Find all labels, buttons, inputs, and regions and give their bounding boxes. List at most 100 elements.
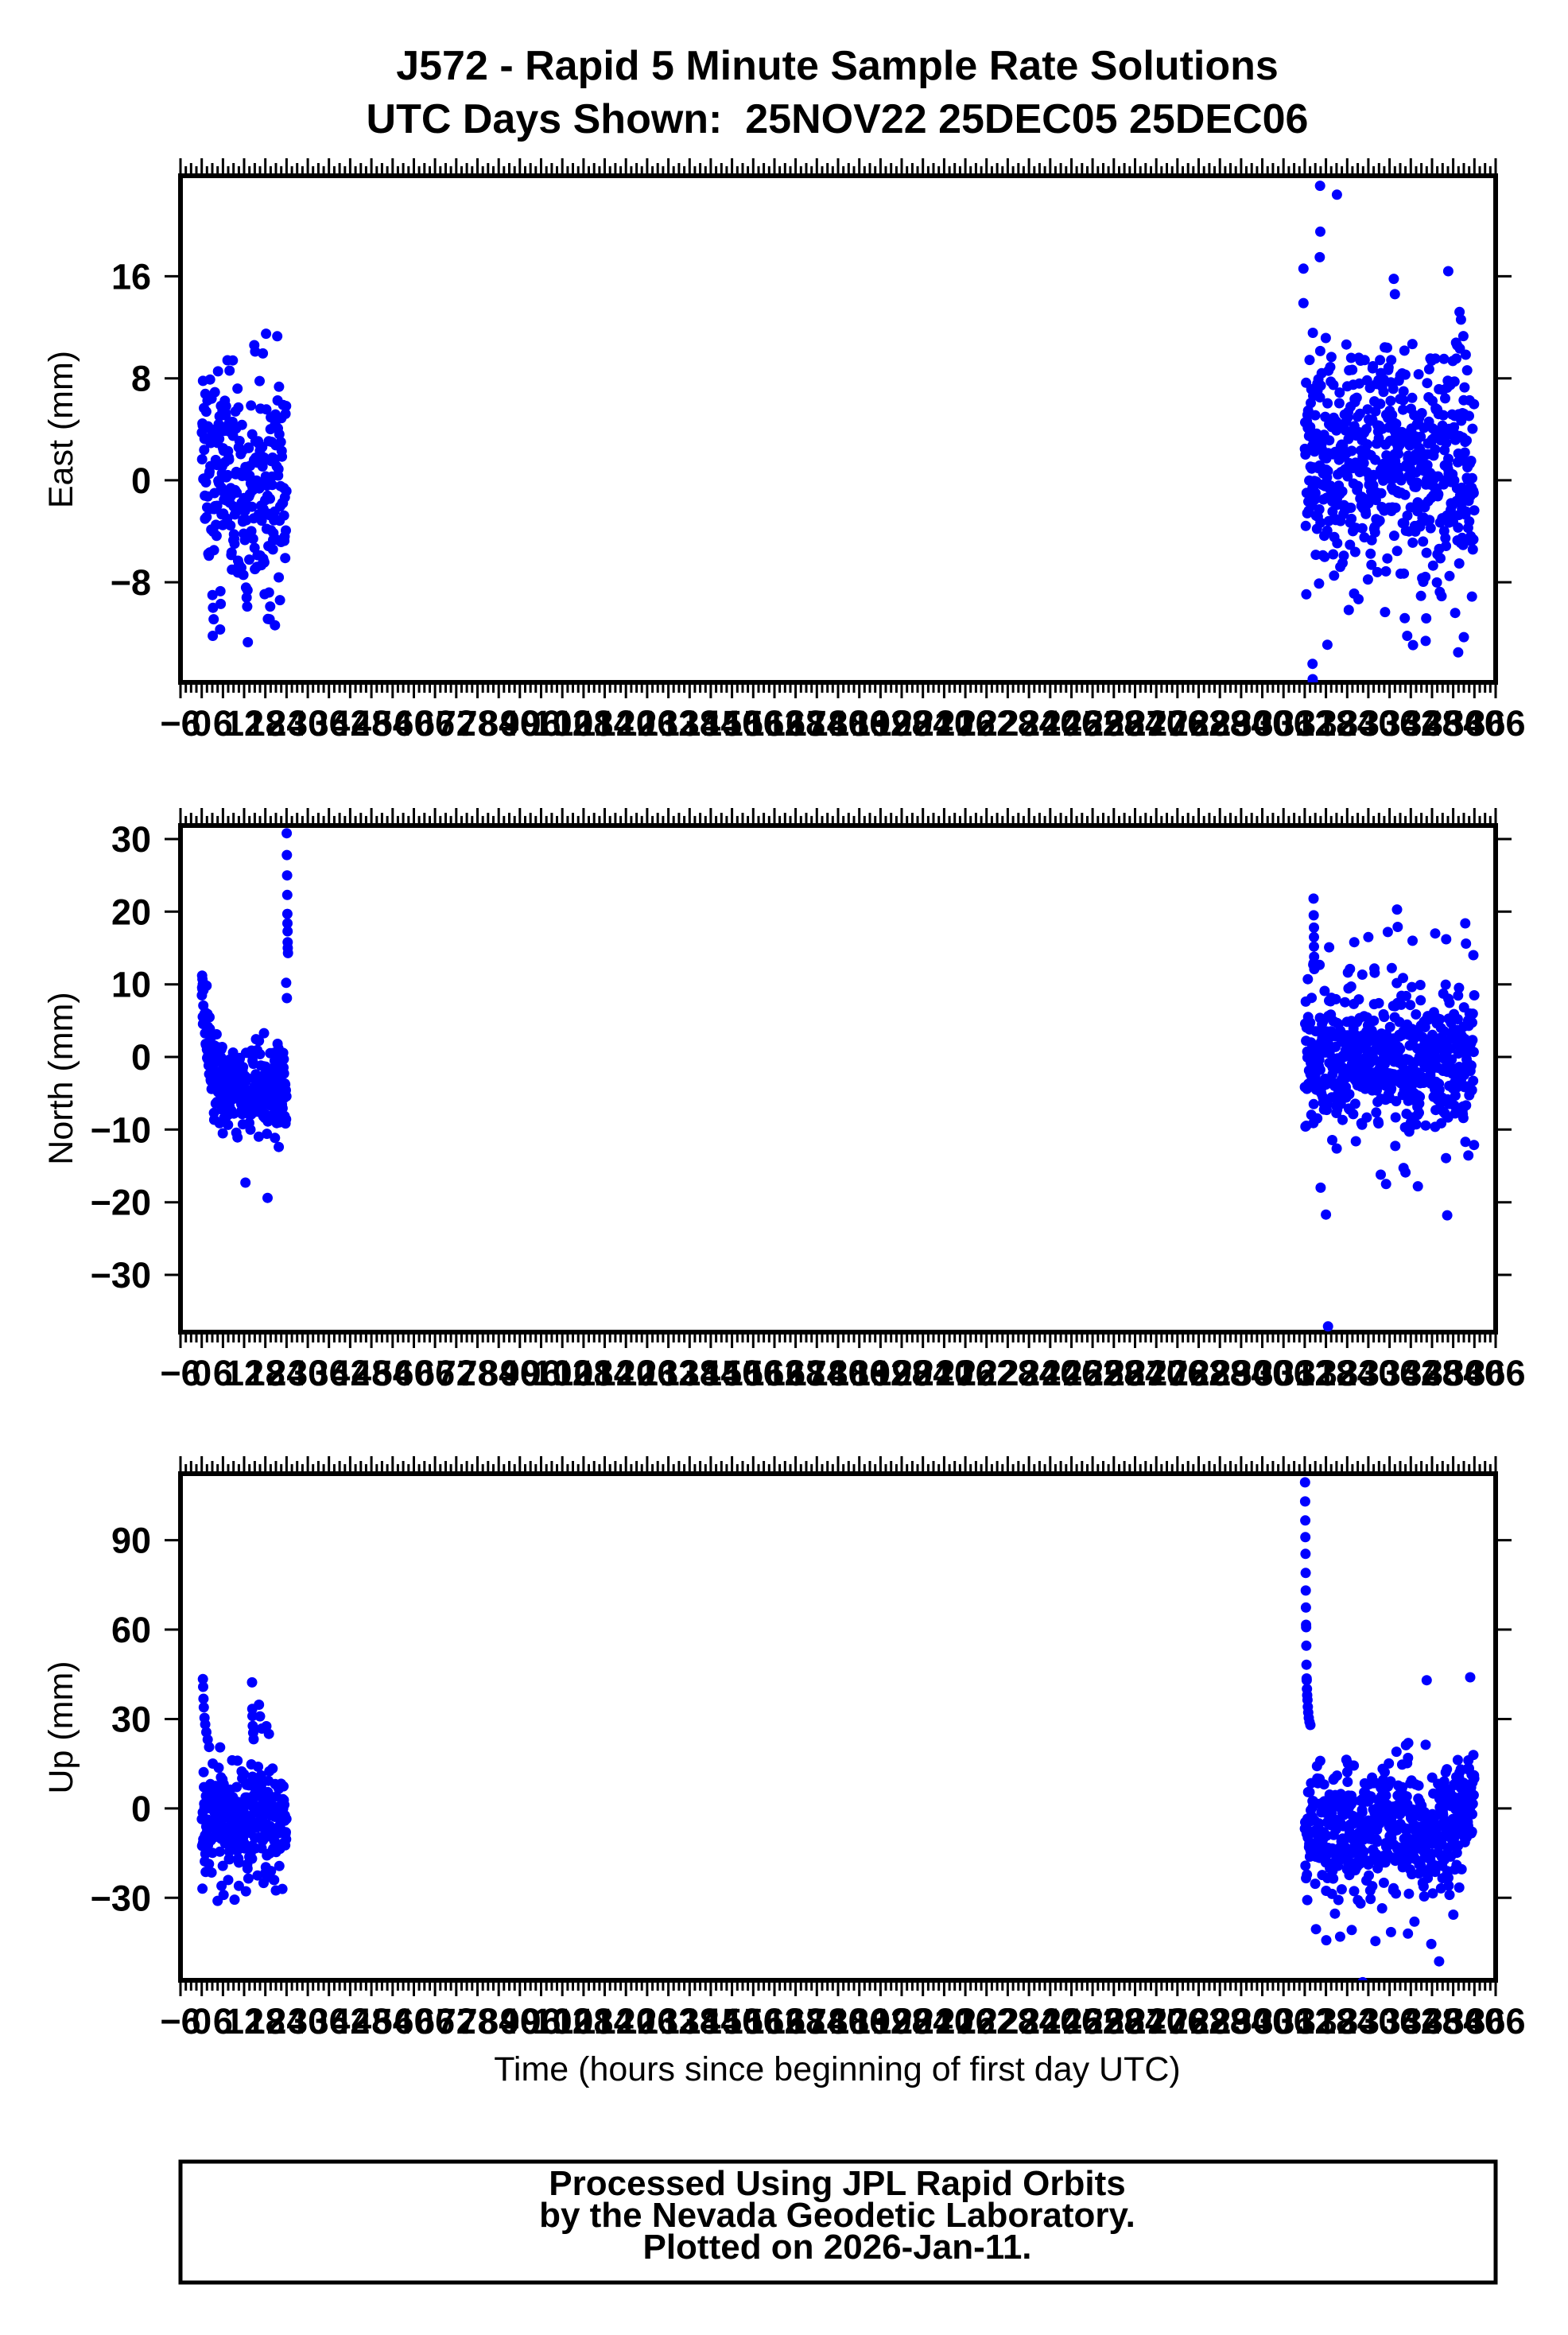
svg-text:360: 360: [1445, 1353, 1504, 1393]
svg-text:−6: −6: [160, 703, 200, 744]
svg-text:16: 16: [111, 256, 151, 297]
svg-text:0: 0: [131, 460, 151, 501]
svg-text:306: 306: [1254, 703, 1314, 744]
svg-text:12: 12: [224, 1353, 264, 1393]
svg-text:192: 192: [851, 703, 910, 744]
svg-text:North (mm): North (mm): [42, 992, 80, 1164]
svg-text:228: 228: [978, 703, 1038, 744]
svg-text:156: 156: [724, 703, 783, 744]
svg-text:60: 60: [394, 2001, 433, 2042]
svg-text:12: 12: [224, 2001, 264, 2042]
svg-text:−10: −10: [91, 1109, 151, 1150]
svg-text:30: 30: [288, 1353, 328, 1393]
svg-text:198: 198: [871, 1353, 931, 1393]
svg-text:348: 348: [1402, 703, 1461, 744]
svg-text:186: 186: [829, 703, 889, 744]
svg-text:186: 186: [829, 1353, 889, 1393]
svg-text:150: 150: [702, 703, 762, 744]
svg-text:UTC Days Shown: 25NOV22 25DEC: UTC Days Shown: 25NOV22 25DEC05 25DEC06: [367, 96, 1309, 142]
svg-text:192: 192: [851, 1353, 910, 1393]
svg-text:276: 276: [1147, 2001, 1207, 2042]
svg-text:120: 120: [596, 2001, 656, 2042]
svg-text:60: 60: [394, 1353, 433, 1393]
svg-text:90: 90: [500, 703, 540, 744]
svg-text:30: 30: [111, 1700, 151, 1740]
svg-text:180: 180: [808, 703, 867, 744]
svg-text:6: 6: [213, 703, 233, 744]
svg-text:258: 258: [1084, 703, 1143, 744]
svg-text:324: 324: [1318, 703, 1377, 744]
svg-text:36: 36: [309, 703, 349, 744]
svg-text:108: 108: [553, 703, 613, 744]
svg-text:354: 354: [1423, 703, 1483, 744]
svg-text:108: 108: [553, 2001, 613, 2042]
svg-text:126: 126: [617, 703, 677, 744]
svg-text:114: 114: [576, 703, 634, 744]
svg-text:−30: −30: [91, 1255, 151, 1296]
svg-text:90: 90: [111, 1521, 151, 1561]
svg-text:366: 366: [1465, 1353, 1525, 1393]
svg-text:270: 270: [1127, 703, 1186, 744]
svg-text:288: 288: [1190, 2001, 1250, 2042]
svg-text:294: 294: [1211, 703, 1271, 744]
svg-text:54: 54: [373, 2001, 413, 2042]
svg-text:360: 360: [1445, 703, 1504, 744]
svg-text:240: 240: [1020, 2001, 1080, 2042]
svg-text:282: 282: [1169, 2001, 1228, 2042]
svg-text:282: 282: [1169, 1353, 1228, 1393]
svg-text:Processed Using JPL Rapid Orbi: Processed Using JPL Rapid Orbits: [549, 2164, 1125, 2203]
svg-text:30: 30: [288, 2001, 328, 2042]
svg-text:24: 24: [266, 2001, 306, 2042]
svg-text:126: 126: [617, 1353, 677, 1393]
svg-text:204: 204: [893, 703, 953, 744]
svg-text:−20: −20: [91, 1183, 151, 1223]
svg-text:366: 366: [1465, 703, 1525, 744]
svg-text:150: 150: [702, 1353, 762, 1393]
svg-text:36: 36: [309, 1353, 349, 1393]
svg-text:54: 54: [373, 703, 413, 744]
svg-text:186: 186: [829, 2001, 889, 2042]
svg-text:300: 300: [1232, 2001, 1292, 2042]
svg-text:150: 150: [702, 2001, 762, 2042]
svg-text:48: 48: [351, 1353, 391, 1393]
svg-text:192: 192: [851, 2001, 910, 2042]
svg-text:342: 342: [1381, 2001, 1441, 2042]
svg-text:264: 264: [1105, 703, 1165, 744]
svg-text:by the Nevada Geodetic Laborat: by the Nevada Geodetic Laboratory.: [539, 2196, 1135, 2235]
svg-text:−30: −30: [91, 1878, 151, 1918]
svg-text:288: 288: [1190, 1353, 1250, 1393]
svg-text:276: 276: [1147, 703, 1207, 744]
svg-text:42: 42: [330, 703, 370, 744]
svg-text:168: 168: [766, 703, 825, 744]
svg-text:336: 336: [1360, 1353, 1419, 1393]
svg-text:0: 0: [192, 703, 212, 744]
svg-text:Up (mm): Up (mm): [42, 1661, 80, 1793]
svg-text:210: 210: [914, 703, 974, 744]
svg-text:84: 84: [479, 2001, 518, 2042]
svg-text:60: 60: [394, 703, 433, 744]
svg-text:270: 270: [1127, 2001, 1186, 2042]
svg-text:60: 60: [111, 1610, 151, 1650]
svg-text:162: 162: [744, 1353, 804, 1393]
svg-text:18: 18: [246, 1353, 285, 1393]
svg-text:246: 246: [1042, 2001, 1101, 2042]
svg-text:252: 252: [1063, 703, 1123, 744]
svg-text:156: 156: [724, 2001, 783, 2042]
svg-text:348: 348: [1402, 1353, 1461, 1393]
svg-text:78: 78: [457, 1353, 497, 1393]
svg-text:216: 216: [936, 703, 996, 744]
svg-text:114: 114: [576, 1353, 634, 1393]
svg-text:234: 234: [999, 703, 1059, 744]
svg-text:198: 198: [871, 703, 931, 744]
svg-text:20: 20: [111, 892, 151, 932]
svg-text:−8: −8: [111, 562, 151, 603]
svg-text:258: 258: [1084, 1353, 1143, 1393]
svg-text:222: 222: [957, 703, 1016, 744]
svg-text:204: 204: [893, 2001, 953, 2042]
svg-text:282: 282: [1169, 703, 1228, 744]
svg-text:156: 156: [724, 1353, 783, 1393]
svg-text:0: 0: [131, 1789, 151, 1829]
svg-text:228: 228: [978, 2001, 1038, 2042]
svg-text:240: 240: [1020, 703, 1080, 744]
svg-text:312: 312: [1275, 2001, 1334, 2042]
